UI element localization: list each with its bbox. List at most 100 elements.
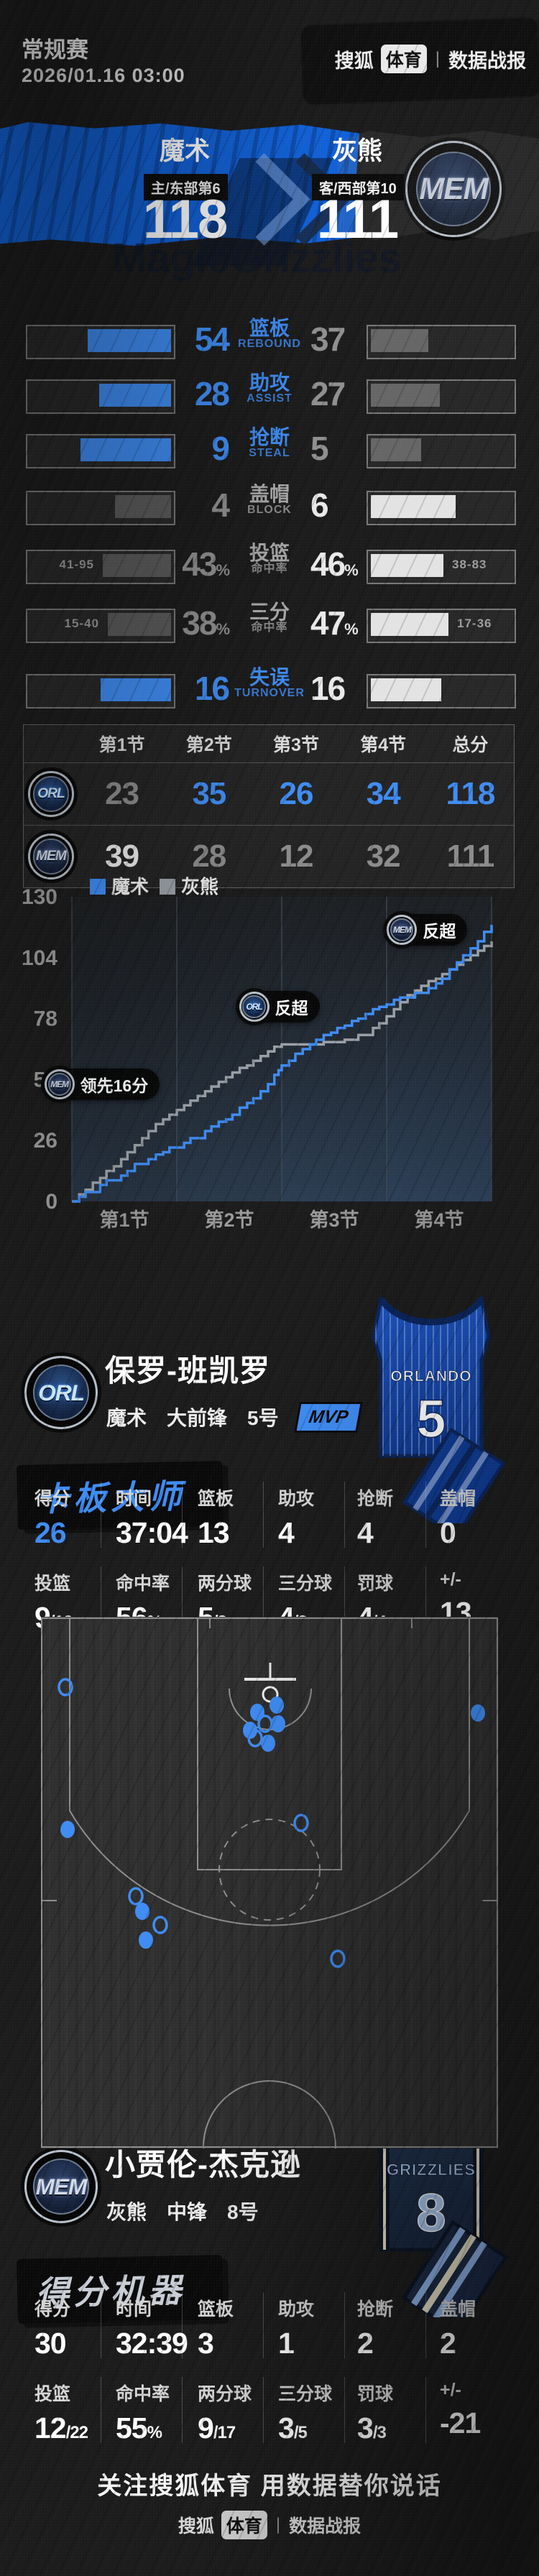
player-info: 灰熊 中锋 8号	[106, 2197, 259, 2225]
made-shot-marker	[271, 1715, 285, 1732]
player-stat-label: 投篮	[34, 2384, 71, 2404]
player-position: 中锋	[167, 2201, 208, 2223]
y-axis-tick: 78	[34, 1007, 57, 1031]
player-stat-separator	[344, 2377, 345, 2443]
player-stat-separator	[425, 1566, 426, 1633]
mem-logo-icon: MEM	[387, 914, 418, 945]
quarter-score-cell: 39	[105, 839, 139, 874]
home-stat-detail: 15-40	[64, 617, 99, 630]
player-stat-value: 32:39	[116, 2327, 188, 2360]
brand-boxed: 体育	[380, 45, 427, 73]
player-stat-cell: 盖帽 0	[440, 1485, 517, 1550]
player-stat-value: 0	[440, 1516, 456, 1549]
legend-swatch	[90, 879, 106, 895]
home-stat-bar-fill	[115, 495, 171, 518]
stat-label: 篮板 REBOUND	[216, 318, 323, 351]
mem-logo-icon: MEM	[24, 2150, 98, 2223]
stat-label: 盖帽 BLOCK	[216, 484, 323, 517]
y-axis-tick: 26	[34, 1129, 57, 1153]
mem-logo-icon: MEM	[44, 1068, 75, 1099]
x-axis-label: 第2节	[204, 1209, 254, 1231]
stat-label-zh: 助攻	[249, 371, 290, 394]
home-stat-detail: 41-95	[59, 558, 94, 571]
quarter-header-cell: 总分	[452, 735, 489, 755]
half-court-circle	[203, 2080, 336, 2214]
stat-label-sub: 命中率	[251, 563, 288, 576]
mem-logo-icon: MEM	[405, 141, 502, 237]
away-stat-value: 37	[310, 320, 346, 358]
player-stat-cell: 时间 32:39	[116, 2295, 193, 2360]
player-stat-cell: 篮板 3	[198, 2295, 275, 2360]
player-stat-value: 26	[34, 1516, 67, 1549]
player-stat-cell: 抢断 4	[357, 1485, 435, 1550]
home-stat-bar-fill	[103, 554, 171, 577]
stat-row: 28 助攻 ASSIST 27	[0, 372, 539, 420]
stat-row: 4 盖帽 BLOCK 6	[0, 484, 539, 531]
player-stat-cell: 命中率 55%	[116, 2380, 193, 2445]
player-stat-value: 30	[34, 2327, 67, 2360]
home-team-tag: 主/东部第6	[144, 174, 228, 200]
stat-label: 失误 TURNOVER	[216, 667, 323, 700]
stat-label-sub: BLOCK	[247, 504, 292, 517]
watermark-text: MagicGrizzlies	[112, 235, 402, 282]
away-stat-bar-fill	[371, 678, 441, 701]
home-stat-value: 4	[211, 486, 230, 524]
away-stat-value: 5	[310, 430, 329, 467]
player-stat-value: 4	[357, 1516, 374, 1549]
home-stat-value: 28	[194, 375, 230, 412]
player-stat-value: 13	[198, 1516, 230, 1549]
player-stat-label: 罚球	[357, 2384, 394, 2404]
quarter-score-cell: 12	[279, 839, 314, 874]
made-shot-marker	[243, 1722, 257, 1739]
quarters-team-logo-cell: ORL	[24, 771, 78, 817]
x-axis-label: 第4节	[414, 1209, 464, 1231]
stat-label: 投篮 命中率	[216, 543, 323, 576]
chart-quarter-band	[72, 897, 177, 1201]
player-stat-cell: +/- -21	[440, 2380, 517, 2440]
player-stat-separator	[344, 2292, 345, 2358]
home-stat-bar: 15-40	[26, 609, 175, 643]
footer-slogan: 关注搜狐体育 用数据替你说话	[97, 2473, 442, 2500]
quarter-score-cell: 111	[446, 839, 495, 874]
player-jersey: ORLANDO 5	[344, 1286, 523, 1538]
away-stat-value: 16	[310, 670, 346, 707]
home-stat-bar-fill	[101, 678, 171, 701]
away-stat-detail: 38-83	[452, 558, 487, 571]
quarters-team-logo-cell: MEM	[24, 834, 78, 880]
svg-text:GRIZZLIES: GRIZZLIES	[387, 2161, 476, 2179]
player-stat-cell: 罚球 3/3	[357, 2380, 435, 2445]
player-stat-value: 3/5	[278, 2411, 308, 2445]
home-stat-bar-fill	[80, 438, 171, 461]
away-stat-bar	[367, 491, 516, 525]
player-stat-value: 2	[440, 2327, 456, 2360]
player-stat-value: 12/22	[34, 2411, 88, 2445]
sohu-sports-logo: 搜狐 体育 | 数据战报	[335, 45, 526, 73]
quarters-header-row: 第1节 第2节 第3节 第4节 总分	[24, 725, 514, 762]
y-axis-tick: 130	[22, 885, 57, 909]
quarter-header-cell: 第2节	[185, 735, 232, 755]
quarter-header-cell: 第1节	[98, 735, 145, 755]
home-stat-bar	[26, 434, 175, 468]
player-stat-cell: 三分球 3/5	[278, 2380, 356, 2445]
away-stat-bar	[367, 325, 516, 359]
quarter-header-cell: 第3节	[273, 735, 319, 755]
player-stat-label: 盖帽	[440, 1489, 476, 1509]
player-stat-label: 命中率	[116, 2384, 170, 2404]
missed-shot-marker	[257, 1714, 273, 1733]
away-team-name: 灰熊	[331, 137, 382, 165]
player-stat-cell: 两分球 9/17	[198, 2380, 275, 2445]
player-stat-label: 三分球	[278, 1574, 333, 1594]
quarter-score-cell: 28	[192, 839, 226, 874]
player-stat-separator	[182, 2377, 183, 2443]
player-stat-label: 助攻	[278, 1489, 315, 1509]
stat-label-zh: 抢断	[249, 426, 290, 448]
missed-shot-marker	[293, 1814, 309, 1832]
annotation-text: 反超	[275, 999, 308, 1018]
player-stat-label: 罚球	[357, 1574, 394, 1594]
annotation-chip: MEM 反超	[384, 913, 468, 946]
player-stat-separator	[263, 2292, 264, 2358]
svg-text:8: 8	[416, 2183, 446, 2243]
player-stat-label: 得分	[34, 1489, 71, 1509]
player-stat-label: +/-	[440, 2380, 461, 2400]
player-number: 5号	[247, 1407, 279, 1429]
